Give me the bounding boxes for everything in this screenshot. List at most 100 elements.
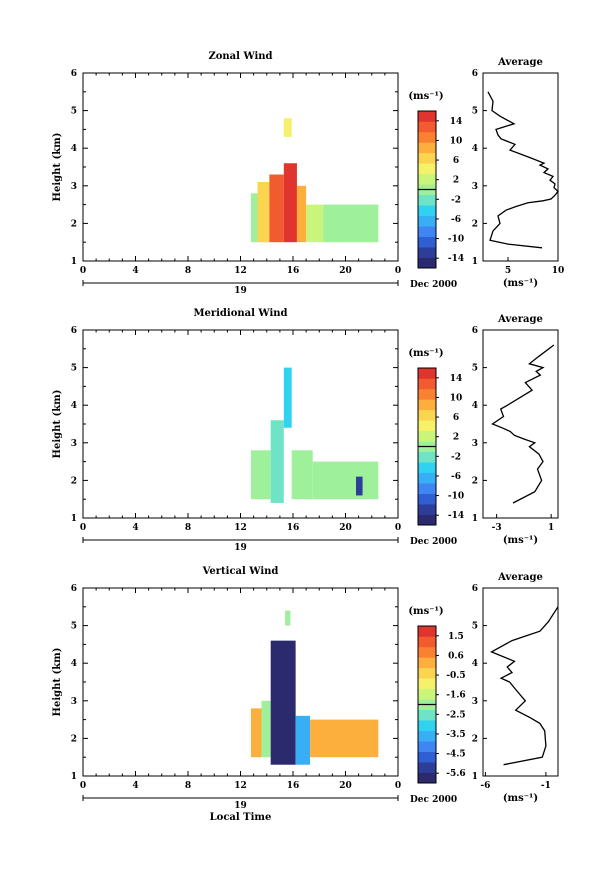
avg-y-tick-label: 1 <box>472 772 478 782</box>
colorbar-swatch <box>418 378 436 390</box>
y-tick-label: 6 <box>71 584 77 594</box>
x-tick-label: 20 <box>339 266 352 276</box>
avg-x-tick-label: 10 <box>552 266 565 276</box>
colorbar-swatch <box>418 636 436 648</box>
colorbar-swatch <box>418 194 436 206</box>
colorbar-swatch <box>418 430 436 442</box>
heatmap-cell <box>312 461 379 500</box>
y-tick-label: 4 <box>71 401 77 411</box>
y-tick-label: 2 <box>71 219 77 229</box>
colorbar-swatch <box>418 173 436 185</box>
date-label: Dec 2000 <box>410 795 457 805</box>
average-profile-line <box>487 91 559 249</box>
colorbar-swatch <box>418 483 436 494</box>
x-tick-label: 16 <box>287 266 300 276</box>
y-tick-label: 4 <box>71 659 77 669</box>
y-tick-label: 5 <box>71 622 77 632</box>
panel-title: Zonal Wind <box>208 51 272 62</box>
avg-y-tick-label: 2 <box>472 476 478 486</box>
heatmap-cell <box>270 640 296 765</box>
avg-y-tick-label: 4 <box>472 144 478 154</box>
colorbar-swatch <box>418 472 436 484</box>
colorbar-swatch <box>418 762 436 773</box>
average-x-label: (ms⁻¹) <box>503 793 538 804</box>
heatmap-cell <box>295 715 311 765</box>
avg-y-tick-label: 6 <box>472 584 478 594</box>
avg-y-tick-label: 3 <box>472 697 478 707</box>
colorbar-unit: (ms⁻¹) <box>408 606 443 617</box>
heatmap-cell <box>306 204 324 243</box>
avg-x-tick-label: -6 <box>480 781 490 791</box>
avg-y-tick-label: 3 <box>472 182 478 192</box>
avg-x-tick-label: -3 <box>492 523 502 533</box>
colorbar-swatch <box>418 678 436 690</box>
x-tick-label: 8 <box>185 523 191 533</box>
heatmap-cell <box>283 118 292 137</box>
x-tick-label: 12 <box>234 781 247 791</box>
colorbar-swatch <box>418 688 436 700</box>
average-profile-line <box>489 606 559 766</box>
colorbar-swatch <box>418 226 436 237</box>
colorbar-tick-label: -14 <box>448 254 464 264</box>
avg-x-tick-label: -1 <box>541 781 551 791</box>
colorbar-tick-label: -0.5 <box>446 671 465 681</box>
x-tick-label: 0 <box>80 781 86 791</box>
colorbar-tick-label: 2 <box>453 176 459 186</box>
average-frame <box>482 72 559 262</box>
heatmap-cell <box>257 182 270 243</box>
colorbar-tick-label: 6 <box>453 413 459 423</box>
x-axis-label: Local Time <box>210 812 272 823</box>
colorbar-swatch <box>418 514 436 526</box>
colorbar-swatch <box>418 368 436 379</box>
colorbar-swatch <box>418 730 436 742</box>
average-title: Average <box>497 57 543 68</box>
colorbar-swatch <box>418 131 436 143</box>
average-frame <box>482 587 559 777</box>
colorbar-swatch <box>418 247 436 258</box>
panel-title: Meridional Wind <box>193 308 287 319</box>
colorbar-unit: (ms⁻¹) <box>408 348 443 359</box>
x-tick-label: 16 <box>287 523 300 533</box>
heatmap-cell <box>356 476 363 496</box>
avg-y-tick-label: 2 <box>472 219 478 229</box>
colorbar-swatch <box>418 626 436 637</box>
colorbar-swatch <box>418 205 436 216</box>
colorbar-swatch <box>418 236 436 248</box>
y-axis-label: Height (km) <box>52 133 63 202</box>
x-tick-label: 16 <box>287 781 300 791</box>
panel-title: Vertical Wind <box>202 566 279 577</box>
colorbar-swatch <box>418 741 436 752</box>
day-label: 19 <box>234 543 247 553</box>
colorbar-swatch <box>418 451 436 463</box>
colorbar-tick-label: 1.5 <box>448 632 464 642</box>
colorbar-tick-label: 14 <box>450 374 463 384</box>
avg-y-tick-label: 1 <box>472 514 478 524</box>
colorbar-swatch <box>418 420 436 432</box>
heatmap-cell <box>283 163 297 243</box>
x-tick-label: 0 <box>395 781 401 791</box>
colorbar-tick-label: -3.5 <box>446 730 465 740</box>
heatmap-cell <box>251 708 262 758</box>
heatmap-cell <box>269 174 284 243</box>
avg-y-tick-label: 5 <box>472 107 478 117</box>
x-tick-label: 20 <box>339 523 352 533</box>
date-label: Dec 2000 <box>410 280 457 290</box>
heatmap-cell <box>251 450 271 500</box>
avg-y-tick-label: 6 <box>472 326 478 336</box>
colorbar-swatch <box>418 121 436 133</box>
heatmap-cell <box>270 420 284 503</box>
y-tick-label: 3 <box>71 697 77 707</box>
heatmap-cell <box>296 185 307 243</box>
colorbar-tick-label: 0.6 <box>448 651 464 661</box>
colorbar-tick-label: -2 <box>451 195 461 205</box>
average-x-label: (ms⁻¹) <box>503 535 538 546</box>
colorbar-tick-label: 2 <box>453 433 459 443</box>
heatmap-cell <box>261 700 271 758</box>
colorbar-tick-label: -10 <box>448 235 464 245</box>
y-tick-label: 1 <box>71 772 77 782</box>
colorbar-swatch <box>418 504 436 515</box>
colorbar-swatch <box>418 257 436 269</box>
avg-y-tick-label: 2 <box>472 734 478 744</box>
colorbar-tick-label: -5.6 <box>446 769 465 779</box>
